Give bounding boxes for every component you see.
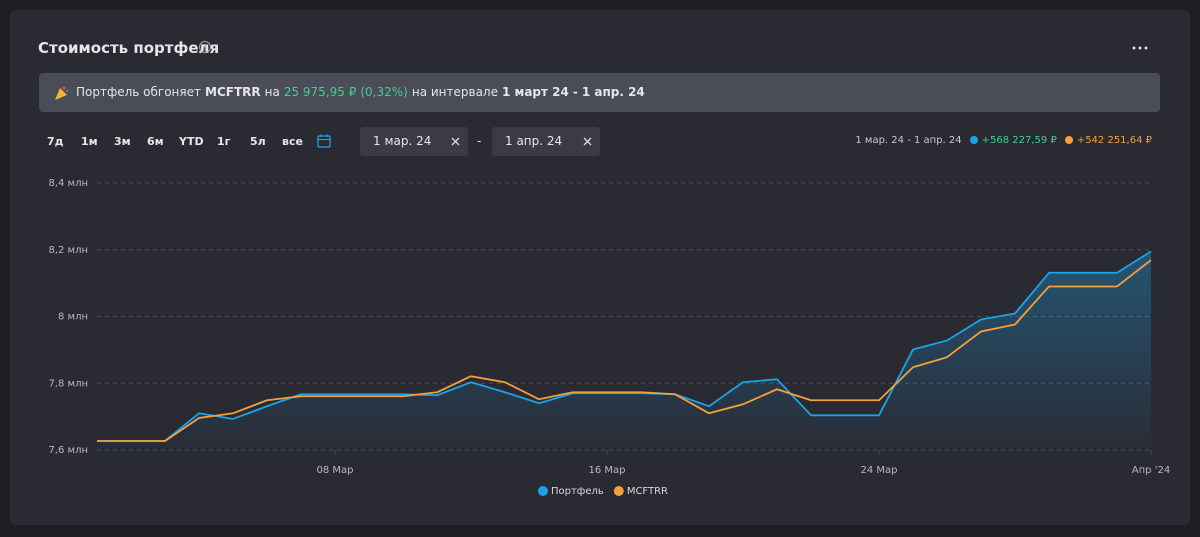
date-from: 1 мар. 24 <box>373 134 432 148</box>
from: 1 март 24 <box>501 85 569 99</box>
x-tick-label: Апр '24 <box>1132 465 1170 476</box>
legend-dot <box>538 486 548 496</box>
percent: (0,32%) <box>360 85 408 99</box>
period-button[interactable]: 1г <box>217 135 231 148</box>
summary-change: +568 227,59 ₽ <box>981 135 1057 146</box>
date-to: 1 апр. 24 <box>505 134 563 148</box>
period-button[interactable]: YTD <box>179 135 204 148</box>
calendar-icon[interactable] <box>316 133 332 149</box>
line <box>97 259 1152 442</box>
summary: 1 мар. 24 - 1 апр. 24 +568 227,59 ₽ +542 2… <box>855 133 1152 149</box>
x-tick-label: 16 Мар <box>588 465 625 476</box>
benchmark: MCFTRR <box>205 85 261 99</box>
text: Портфель обгоняет <box>76 85 201 99</box>
party-icon <box>55 86 68 100</box>
legend-dot <box>969 136 978 144</box>
text: на интервале <box>411 85 498 99</box>
date-to-input[interactable]: 1 апр. 24 <box>492 127 600 156</box>
summary-change: +542 251,64 ₽ <box>1076 135 1152 146</box>
clear-icon[interactable] <box>451 137 460 146</box>
area <box>97 251 1151 450</box>
date-separator: - <box>477 134 482 148</box>
legend-label: Портфель <box>551 486 604 497</box>
summary-range: 1 мар. 24 - 1 апр. 24 <box>855 135 962 146</box>
y-tick-label: 8,2 млн <box>48 245 88 256</box>
legend-dot <box>613 486 624 496</box>
x-tick-label: 08 Мар <box>316 465 353 476</box>
to: 1 апр. 24 <box>581 85 645 99</box>
period-button[interactable]: все <box>282 135 303 148</box>
svg-text:?: ? <box>203 43 207 52</box>
line <box>97 250 1152 442</box>
y-tick-label: 8,4 млн <box>48 178 88 189</box>
title: Стоимость портфеля <box>38 39 220 57</box>
y-tick-label: 7,8 млн <box>48 378 88 389</box>
y-tick-label: 8 млн <box>58 312 88 323</box>
text: на <box>264 85 280 99</box>
period-button[interactable]: 7д <box>47 135 64 148</box>
legend-label: MCFTRR <box>627 486 668 497</box>
y-tick-label: 7,6 млн <box>48 445 88 456</box>
x-tick-label: 24 Мар <box>860 465 897 476</box>
period-button[interactable]: 1м <box>81 135 98 148</box>
period-button[interactable]: 3м <box>114 135 131 148</box>
period-button[interactable]: 5л <box>250 135 266 148</box>
help-icon[interactable]: ? <box>198 40 212 54</box>
menu-icon[interactable] <box>1130 44 1150 52</box>
date-from-input[interactable]: 1 мар. 24 <box>360 127 468 156</box>
amount: 25 975,95 ₽ <box>283 85 357 99</box>
legend-dot <box>1064 136 1073 144</box>
period-button[interactable]: 6м <box>147 135 164 148</box>
clear-icon[interactable] <box>583 137 592 146</box>
dash: - <box>572 85 578 99</box>
banner: Портфель обгоняет MCFTRR на 25 975,95 ₽ (0,3… <box>39 73 1160 112</box>
